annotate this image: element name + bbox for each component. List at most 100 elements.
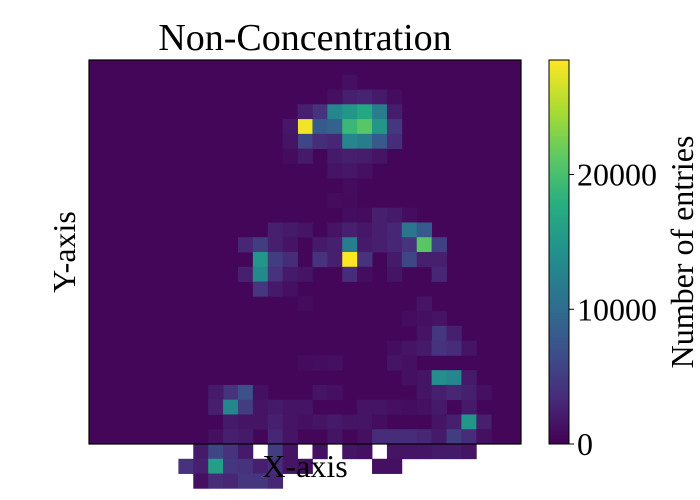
heatmap-cell [372,104,388,120]
heatmap-cell [416,296,433,312]
heatmap-cell [446,444,462,460]
heatmap-cell [386,399,403,415]
heatmap-cell [342,222,358,238]
heatmap-cell [446,370,462,386]
heatmap-cell [267,222,284,238]
heatmap-cell [342,119,358,135]
heatmap-cell [357,119,373,135]
heatmap-cell [267,458,284,474]
heatmap-cell [237,429,254,445]
heatmap-cell [372,222,388,238]
heatmap-cell [252,458,269,474]
heatmap-cell [282,281,298,297]
heatmap-cell [297,148,313,164]
heatmap-cell [386,252,403,268]
heatmap-cell [237,399,254,415]
heatmap-cell [282,429,298,445]
heatmap-cell [327,429,343,445]
heatmap-cell [208,444,224,460]
heatmap-cell [252,399,269,415]
heatmap-cell [446,414,462,430]
heatmap-cell [416,384,433,401]
heatmap-cell [342,192,358,209]
heatmap-cell [282,399,298,415]
heatmap-cell [237,266,254,282]
heatmap-cell [342,237,358,253]
heatmap-cell [401,444,418,460]
colorbar-label: Number of entries [664,135,700,369]
heatmap-cell [327,133,343,150]
heatmap-cell [252,414,269,430]
heatmap-cell [208,429,224,445]
heatmap-cell [267,237,284,253]
heatmap-cell [282,222,298,238]
heatmap-cell [297,133,313,150]
heatmap-cell [282,458,298,474]
heatmap-cell [327,237,343,253]
heatmap-cell [327,148,343,164]
heatmap-cell [223,473,239,489]
heatmap-cell [267,473,284,489]
heatmap-cell [416,370,433,386]
heatmap-cell [401,237,418,253]
heatmap-cell [386,340,403,356]
heatmap-cell [372,429,388,445]
heatmap-cell [312,133,328,150]
heatmap-cell [327,252,343,268]
heatmap-cell [416,222,433,238]
heatmap-cell [357,104,373,120]
heatmap-cell [386,429,403,445]
heatmap-cell [431,429,447,445]
heatmap-cell [357,133,373,150]
heatmap-cell [386,458,403,474]
heatmap-cell [431,325,447,342]
heatmap-cell [208,458,224,474]
heatmap-cell [342,252,358,268]
heatmap-cell [312,252,328,268]
heatmap-cell [237,384,254,401]
heatmap-cell [461,429,477,445]
heatmap-cell [357,163,373,179]
heatmap-cell [357,414,373,430]
heatmap-cell [342,148,358,164]
heatmap-cell [431,370,447,386]
heatmap-cell [357,222,373,238]
heatmap-cell [312,444,328,460]
heatmap-cell [386,207,403,223]
heatmap-cell [252,237,269,253]
heatmap-cell [416,325,433,342]
heatmap-cell [372,119,388,135]
heatmap-cell [446,340,462,356]
y-axis-label: Y-axis [46,211,82,293]
colorbar-tick-label: 0 [577,426,593,462]
heatmap-cell [252,384,269,401]
heatmap-cell [476,429,492,445]
heatmap-cell [267,414,284,430]
heatmap-cell [386,119,403,135]
heatmap-cell [386,222,403,238]
heatmap-cell [342,104,358,120]
heatmap-cell [416,444,433,460]
heatmap-cell [282,133,298,150]
heatmap-cell [297,414,313,430]
heatmap-cell [416,237,433,253]
heatmap-cell [223,429,239,445]
heatmap-cell [223,384,239,401]
heatmap-cell [312,237,328,253]
heatmap-cell [297,458,313,474]
heatmap-cell [297,355,313,371]
heatmap-cell [223,414,239,430]
heatmap-cell [431,444,447,460]
heatmap-cell [416,429,433,445]
heatmap-cell [431,414,447,430]
heatmap-cell [312,384,328,401]
colorbar-tick-label: 10000 [577,291,657,327]
heatmap-cell [267,252,284,268]
heatmap-cell [252,473,269,489]
heatmap-cell [282,119,298,135]
heatmap-cell [386,133,403,150]
heatmap-cell [312,355,328,371]
colorbar [549,60,569,444]
heatmap-cell [431,384,447,401]
